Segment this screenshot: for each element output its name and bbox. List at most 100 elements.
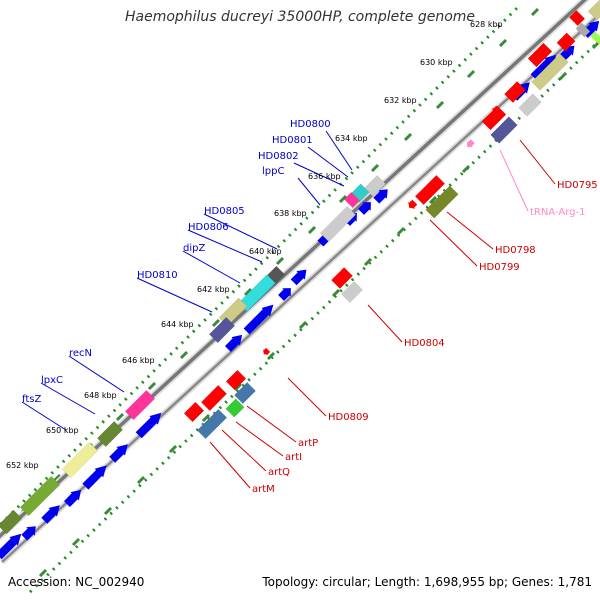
outer-major-tick <box>530 7 540 17</box>
trna-arrow <box>466 139 475 148</box>
gene-feature-block <box>319 205 357 243</box>
inner-major-tick <box>396 226 406 236</box>
gene-feature-block <box>234 382 256 404</box>
gene-feature-block <box>527 42 553 68</box>
tick-label: 632 kbp <box>384 96 417 105</box>
label-leader <box>246 405 297 443</box>
gene-label: dipZ <box>183 243 205 254</box>
outer-major-tick <box>498 38 508 48</box>
tick-label: 646 kbp <box>122 356 155 365</box>
tick-label: 640 kbp <box>249 247 282 256</box>
gene-feature-block <box>481 105 507 131</box>
gene-label: HD0795 <box>557 180 598 191</box>
gene-label: lppC <box>262 166 284 177</box>
inner-major-tick <box>461 164 471 174</box>
gene-label: HD0805 <box>204 206 245 217</box>
label-leader <box>293 162 345 187</box>
gene-label: artM <box>252 484 275 495</box>
label-leader <box>519 139 556 185</box>
outer-major-tick <box>211 318 221 328</box>
outer-major-tick <box>338 194 348 204</box>
gene-label: artI <box>285 452 302 463</box>
gene-feature-block <box>414 174 446 206</box>
gene-feature-block <box>0 509 23 535</box>
label-leader <box>429 219 478 267</box>
cds-arrow <box>135 412 162 439</box>
gene-feature-block <box>587 0 600 21</box>
gene-feature-block <box>225 369 247 391</box>
outer-dotted-track <box>0 3 522 528</box>
gene-label: ftsZ <box>22 394 41 405</box>
gene-feature-block <box>225 398 245 418</box>
outer-major-tick <box>370 163 380 173</box>
label-leader <box>136 277 213 313</box>
cds-arrow <box>0 533 22 560</box>
label-leader <box>40 382 96 415</box>
cds-arrow <box>530 54 557 81</box>
cds-arrow <box>64 489 82 507</box>
cds-arrow <box>41 505 60 524</box>
gene-feature-block <box>183 401 205 423</box>
label-leader <box>307 146 349 178</box>
outer-major-tick <box>435 100 445 110</box>
label-leader <box>367 304 403 343</box>
gene-feature-block <box>124 389 156 421</box>
gene-feature-block <box>200 384 228 412</box>
tick-label: 642 kbp <box>197 285 230 294</box>
tick-label: 628 kbp <box>470 20 503 29</box>
inner-major-tick <box>331 288 341 298</box>
label-leader <box>182 250 241 284</box>
label-leader <box>209 441 251 489</box>
outer-major-tick <box>403 132 413 142</box>
gene-label: HD0802 <box>258 151 299 162</box>
gene-feature-block <box>96 420 124 448</box>
outer-major-tick <box>147 381 157 391</box>
inner-major-tick <box>558 71 568 81</box>
gene-label: HD0809 <box>328 412 369 423</box>
label-leader-lines <box>21 130 556 489</box>
outer-major-tick <box>275 256 285 266</box>
label-leader <box>297 177 321 206</box>
outer-major-tick <box>307 225 317 235</box>
gene-labels: HD0800 HD0801 HD0802 lppC HD0805 HD0806 dipZ HD… <box>22 119 598 495</box>
label-leader <box>499 149 529 212</box>
accession-text: Accession: NC_002940 <box>8 575 145 589</box>
gene-feature-block <box>575 22 591 38</box>
gene-feature-block <box>331 267 353 289</box>
outer-major-tick <box>115 412 125 422</box>
inner-major-tick <box>38 568 48 578</box>
gene-feature-block <box>556 32 576 52</box>
inner-major-tick <box>428 195 438 205</box>
cds-arrow <box>278 288 291 301</box>
cds-arrow <box>243 304 274 335</box>
gene-feature-block <box>208 316 236 344</box>
cds-arrow <box>82 465 107 490</box>
inner-major-tick <box>233 382 243 392</box>
gene-feature-block <box>531 53 569 91</box>
label-leader <box>187 229 263 263</box>
gene-feature-block <box>518 93 542 117</box>
label-leader <box>68 355 125 393</box>
gene-feature-block <box>504 81 526 103</box>
tick-label: 638 kbp <box>274 209 307 218</box>
gene-feature-block <box>343 191 361 209</box>
tick-label: 634 kbp <box>335 134 368 143</box>
tick-label: 652 kbp <box>6 461 39 470</box>
tick-label: 630 kbp <box>420 58 453 67</box>
genome-stats-text: Topology: circular; Length: 1,698,955 bp… <box>262 575 592 589</box>
inner-major-tick <box>103 506 113 516</box>
label-leader <box>325 130 353 171</box>
cds-arrow <box>225 334 243 352</box>
gene-label: artQ <box>268 467 290 478</box>
outer-major-tick <box>466 69 476 79</box>
gene-feature-block <box>568 9 586 27</box>
gene-feature-block <box>19 475 61 517</box>
inner-major-tick <box>298 320 308 330</box>
tick-label: 644 kbp <box>161 320 194 329</box>
outer-major-tick <box>179 350 189 360</box>
gene-feature-block <box>341 281 363 303</box>
gene-label: HD0801 <box>272 135 313 146</box>
tick-labels: 628 kbp 630 kbp 632 kbp 634 kbp 636 kbp 638 k… <box>6 20 503 470</box>
